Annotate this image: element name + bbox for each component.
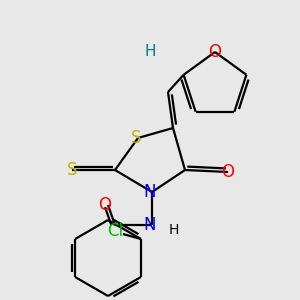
Text: O: O bbox=[98, 196, 112, 214]
Text: Cl: Cl bbox=[107, 222, 123, 240]
Text: O: O bbox=[208, 43, 221, 61]
Text: S: S bbox=[67, 161, 77, 179]
Text: H: H bbox=[169, 223, 179, 237]
Text: N: N bbox=[144, 183, 156, 201]
Text: O: O bbox=[221, 163, 235, 181]
Text: S: S bbox=[131, 129, 141, 147]
Text: H: H bbox=[144, 44, 156, 59]
Text: N: N bbox=[144, 216, 156, 234]
